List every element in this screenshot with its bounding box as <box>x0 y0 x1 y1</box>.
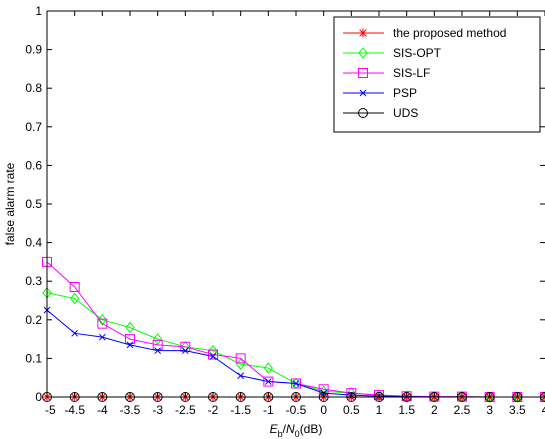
data-point <box>208 344 218 357</box>
x-axis-label: Eb/N0(dB) <box>270 422 323 439</box>
legend-label: the proposed method <box>393 26 506 40</box>
data-point <box>126 341 134 349</box>
y-tick-label: 0.4 <box>25 236 42 250</box>
x-tick-label: 1.5 <box>398 403 415 417</box>
legend-marker <box>358 108 368 118</box>
tick-labels: 0 0.1 0.2 0.3 0.4 0.5 0.6 0.7 0.8 0.9 1 -5 -4.5 -4 -3.… <box>25 4 545 417</box>
x-tick-label: -2.5 <box>175 403 196 417</box>
legend-entry: SIS-OPT <box>343 46 442 60</box>
data-point <box>97 318 108 329</box>
legend-marker <box>358 68 368 78</box>
x-label-e: E <box>270 422 279 436</box>
data-point <box>71 329 79 337</box>
x-tick-label: -3.5 <box>120 403 141 417</box>
x-tick-label: 2 <box>431 403 438 417</box>
legend-label: SIS-LF <box>393 66 430 80</box>
x-tick-label: -4.5 <box>64 403 85 417</box>
x-label-zero: 0 <box>295 429 300 439</box>
y-tick-label: 0.5 <box>25 197 42 211</box>
x-tick-label: -2 <box>208 403 219 417</box>
x-label-n: N <box>286 422 295 436</box>
legend-entry: PSP <box>343 86 417 100</box>
legend: the proposed method SIS-OPT SIS-LF PSP UDS <box>333 16 541 133</box>
x-tick-label: -1.5 <box>230 403 251 417</box>
data-point <box>97 313 107 326</box>
tick-marks <box>46 10 545 398</box>
legend-entry: the proposed method <box>343 26 506 40</box>
data-point <box>98 333 106 341</box>
legend-label: SIS-OPT <box>393 46 442 60</box>
y-tick-label: 0 <box>35 390 42 404</box>
data-point <box>125 334 135 345</box>
legend-marker <box>359 89 367 97</box>
legend-entry: UDS <box>343 106 418 120</box>
x-label-slash: / <box>283 422 287 436</box>
x-tick-label: 3.5 <box>509 403 526 417</box>
data-point <box>181 347 189 355</box>
x-tick-label: 1 <box>376 403 383 417</box>
x-tick-label: -1 <box>263 403 274 417</box>
y-tick-label: 0.1 <box>25 351 42 365</box>
y-axis-label: false alarm rate <box>3 162 17 245</box>
x-tick-label: -5 <box>45 403 56 417</box>
legend-marker <box>358 47 368 59</box>
data-point <box>209 353 217 360</box>
x-tick-label: 2.5 <box>454 403 471 417</box>
legend-marker <box>358 28 368 38</box>
x-label-unit: (dB) <box>300 422 323 436</box>
legend-entry: SIS-LF <box>343 66 430 80</box>
x-tick-label: -0.5 <box>286 403 307 417</box>
y-tick-label: 0.2 <box>25 313 42 327</box>
data-point <box>540 391 545 403</box>
x-tick-label: 3 <box>486 403 493 417</box>
x-tick-label: 0.5 <box>343 403 360 417</box>
x-tick-label: 0 <box>320 403 327 417</box>
data-point <box>70 292 80 305</box>
x-tick-label: -4 <box>97 403 108 417</box>
data-point <box>263 362 273 374</box>
legend-items: the proposed method SIS-OPT SIS-LF PSP UDS <box>343 26 506 120</box>
data-point <box>292 380 300 387</box>
y-tick-label: 0.8 <box>25 81 42 95</box>
data-point <box>152 339 163 350</box>
y-tick-label: 0.9 <box>25 43 42 57</box>
legend-label: PSP <box>393 86 417 100</box>
data-point <box>69 281 80 292</box>
legend-label: UDS <box>393 106 418 120</box>
data-point <box>208 349 218 360</box>
x-tick-label: 4 <box>542 403 545 417</box>
y-tick-label: 0.3 <box>25 274 42 288</box>
data-point <box>153 333 163 345</box>
data-point <box>264 378 272 385</box>
x-tick-label: -3 <box>152 403 163 417</box>
data-point <box>237 372 245 380</box>
y-tick-label: 0.7 <box>25 120 42 134</box>
y-tick-label: 1 <box>35 4 42 18</box>
data-point <box>235 353 246 364</box>
y-tick-label: 0.6 <box>25 158 42 172</box>
data-point <box>125 321 135 334</box>
x-label-b: b <box>278 429 283 439</box>
data-point <box>154 347 162 355</box>
